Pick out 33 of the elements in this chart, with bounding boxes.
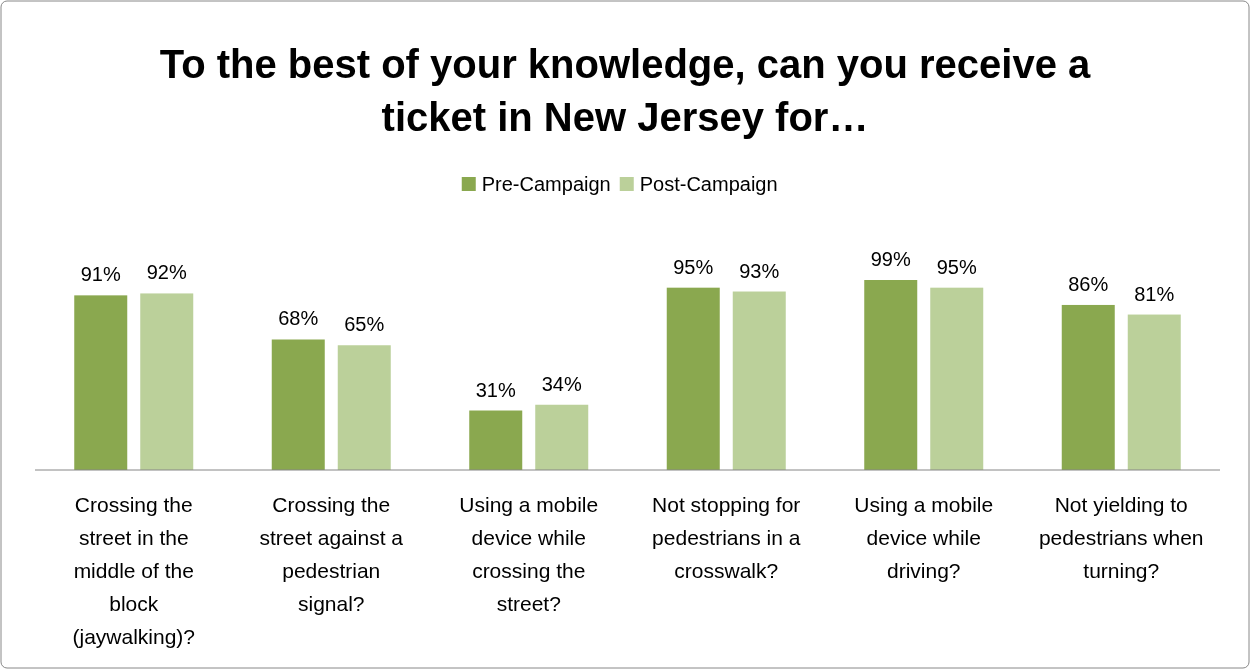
bar <box>337 345 391 470</box>
data-label: 68% <box>278 307 319 330</box>
data-label: 95% <box>936 255 977 278</box>
legend-label: Pre-Campaign <box>481 173 611 195</box>
data-label: 81% <box>1134 282 1175 305</box>
bar <box>74 295 128 470</box>
bar <box>1061 304 1115 470</box>
bar <box>271 339 325 470</box>
bar <box>535 404 589 470</box>
data-label: 92% <box>146 261 187 284</box>
bar <box>732 291 786 470</box>
data-label: 34% <box>541 372 582 395</box>
x-tick-label: Not stopping for pedestrians in a crosswalk? <box>652 493 801 582</box>
data-label: 95% <box>673 255 714 278</box>
x-tick-label: Crossing the street in the middle of the block (jaywalking)? <box>72 493 196 648</box>
data-label: 86% <box>1068 272 1109 295</box>
legend-label: Post-Campaign <box>639 173 778 195</box>
x-tick-label: Using a mobile device while driving? <box>854 493 994 582</box>
bar <box>864 280 918 470</box>
data-label: 31% <box>475 378 516 401</box>
data-label: 93% <box>739 259 780 282</box>
bar <box>930 287 984 470</box>
chart-title: To the best of your knowledge, can you receive a ticket in New Jersey for… <box>159 42 1092 139</box>
bar <box>666 287 720 470</box>
x-tick-label: Using a mobile device while crossing the street? <box>459 493 599 615</box>
x-tick-label: Not yielding to pedestrians when turning? <box>1038 493 1204 582</box>
bar <box>140 293 194 470</box>
data-label: 99% <box>870 248 911 270</box>
x-tick-label: Crossing the street against a pedestrian signal? <box>259 493 404 615</box>
bar <box>1127 314 1181 470</box>
data-label: 65% <box>344 313 385 336</box>
bar <box>469 410 523 470</box>
data-label: 91% <box>80 263 121 286</box>
